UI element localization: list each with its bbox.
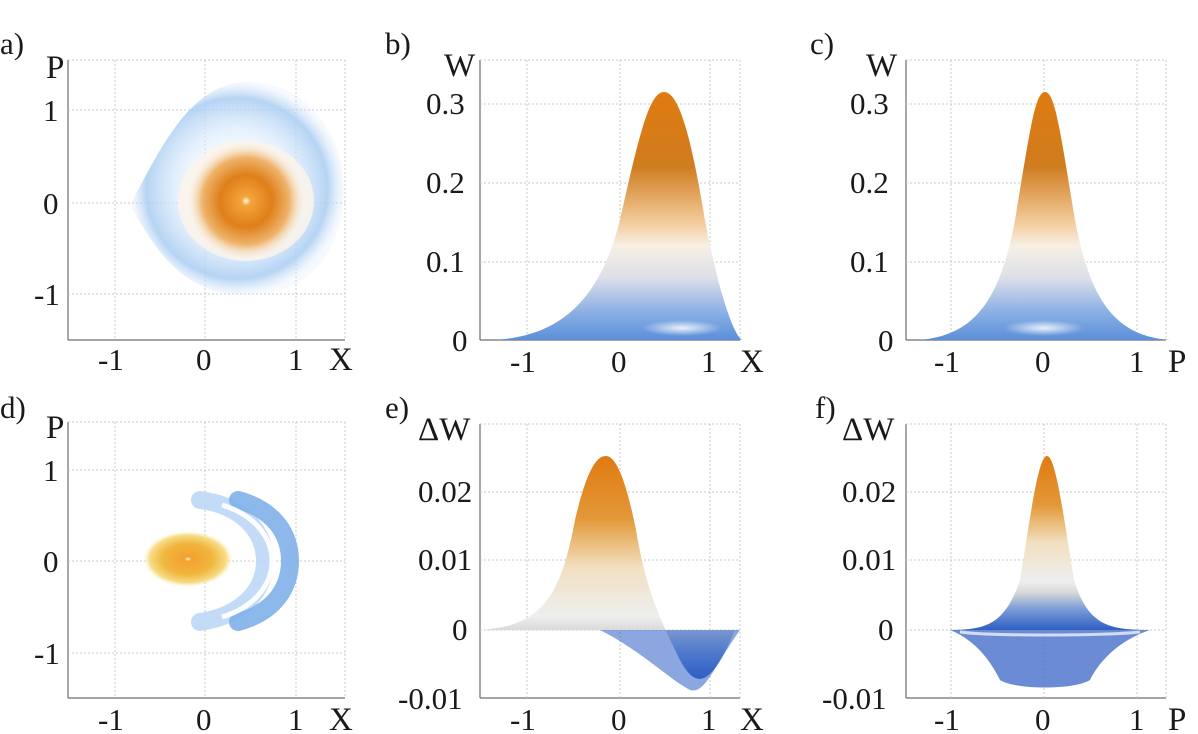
- panel-c: c) W P 0.3 0.2 0.1 0 -1 0 1: [810, 26, 1186, 380]
- panel-d-xlabel: X: [329, 702, 353, 734]
- panel-d-heatmap: [143, 491, 300, 631]
- panel-e: e) ΔW X 0.02 0.01 0 -0.01 -1 0 1: [385, 390, 764, 734]
- panel-a-ytick: 1: [43, 93, 59, 128]
- panel-a: a) P X 1 0 -1 -1 0 1: [0, 26, 353, 378]
- panel-f-xlabel: P: [1168, 702, 1186, 734]
- panel-b-ytick: 0: [452, 323, 468, 358]
- panel-a-ylabel: P: [46, 50, 64, 86]
- panel-b-ytick: 0.3: [426, 86, 465, 121]
- panel-a-xlabel: X: [329, 342, 353, 378]
- panel-f-ylabel: ΔW: [842, 412, 895, 448]
- panel-f-surface-positive: [950, 456, 1150, 630]
- panel-e-ytick: 0: [452, 612, 468, 647]
- panel-d-xtick: 1: [288, 702, 304, 734]
- panel-d-ytick: 1: [43, 453, 59, 488]
- panel-b: b) W X 0.3 0.2 0.1 0 -1 0 1: [385, 26, 764, 380]
- panel-d-ytick: 0: [43, 544, 59, 579]
- panel-f-ytick: 0.02: [842, 474, 896, 509]
- panel-c-ytick: 0: [878, 323, 894, 358]
- panel-f-ytick: 0: [878, 612, 894, 647]
- panel-e-ylabel: ΔW: [418, 412, 471, 448]
- panel-e-surface: [480, 456, 735, 679]
- panel-c-xtick: 0: [1035, 344, 1051, 379]
- panel-b-ytick: 0.2: [426, 165, 465, 200]
- panel-a-xtick: 1: [288, 342, 304, 377]
- panel-e-xtick: 1: [701, 702, 717, 734]
- panel-c-surface: [918, 92, 1170, 340]
- panel-b-ytick: 0.1: [426, 244, 465, 279]
- panel-d-ylabel: P: [46, 410, 64, 446]
- panel-e-ytick: 0.01: [418, 542, 472, 577]
- panel-a-heatmap: [130, 82, 344, 295]
- panel-d-xtick: 0: [196, 702, 212, 734]
- panel-a-ytick: 0: [43, 186, 59, 221]
- panel-label-a: a): [0, 26, 24, 61]
- panel-label-d: d): [0, 390, 26, 425]
- panel-c-xtick: -1: [934, 344, 960, 379]
- panel-b-surface: [490, 92, 742, 340]
- panel-f-ytick: 0.01: [842, 542, 896, 577]
- panel-c-xlabel: P: [1168, 344, 1186, 380]
- panel-f-xtick: 1: [1129, 702, 1145, 734]
- panel-d-xtick: -1: [98, 702, 124, 734]
- panel-f-xtick: -1: [934, 702, 960, 734]
- panel-f: f) ΔW P 0.02 0.01 0 -0.01 -1 0 1: [815, 390, 1186, 734]
- panel-c-ytick: 0.1: [850, 244, 889, 279]
- panel-label-b: b): [385, 26, 411, 61]
- panel-c-ytick: 0.3: [850, 86, 889, 121]
- panel-e-ytick: -0.01: [398, 681, 463, 716]
- panel-f-surface-negative: [950, 630, 1150, 688]
- panel-c-xtick: 1: [1129, 344, 1145, 379]
- panel-b-xtick: 1: [701, 344, 717, 379]
- panel-label-e: e): [385, 390, 409, 425]
- panel-e-ytick: 0.02: [418, 474, 472, 509]
- panel-e-xtick: -1: [510, 702, 536, 734]
- wigner-core: [143, 531, 233, 587]
- wigner-core: [188, 143, 304, 259]
- panel-b-xtick: 0: [611, 344, 627, 379]
- panel-a-xtick: -1: [98, 342, 124, 377]
- panel-label-f: f): [815, 390, 836, 425]
- panel-f-xtick: 0: [1035, 702, 1051, 734]
- panel-label-c: c): [810, 26, 834, 61]
- panel-b-ylabel: W: [444, 48, 476, 84]
- panel-d: d) P X 1 0 -1 -1 0 1: [0, 390, 353, 734]
- panel-e-xlabel: X: [740, 702, 764, 734]
- panel-e-xtick: 0: [611, 702, 627, 734]
- panel-c-ytick: 0.2: [850, 165, 889, 200]
- panel-c-ylabel: W: [866, 48, 898, 84]
- panel-a-xtick: 0: [196, 342, 212, 377]
- panel-b-xtick: -1: [510, 344, 536, 379]
- panel-f-ytick: -0.01: [822, 681, 887, 716]
- panel-d-ytick: -1: [34, 636, 60, 671]
- panel-a-frame: [67, 59, 346, 341]
- panel-b-xlabel: X: [740, 344, 764, 380]
- panel-a-ytick: -1: [34, 277, 60, 312]
